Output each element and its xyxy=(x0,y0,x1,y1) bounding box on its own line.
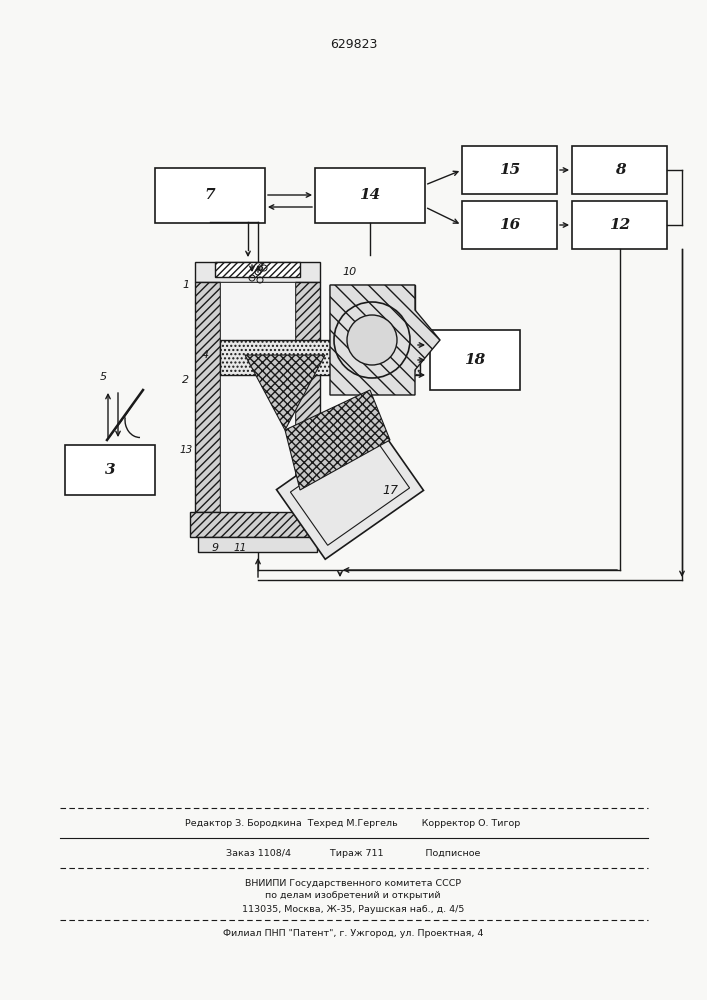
Bar xyxy=(330,285,415,345)
Text: 12: 12 xyxy=(609,218,631,232)
Bar xyxy=(215,262,300,277)
Text: 1: 1 xyxy=(182,280,189,290)
Text: 8: 8 xyxy=(614,163,625,177)
Text: 629823: 629823 xyxy=(330,38,378,51)
Text: 7: 7 xyxy=(205,188,216,202)
Bar xyxy=(220,282,295,512)
Text: 17: 17 xyxy=(382,484,398,496)
Text: 15: 15 xyxy=(499,163,520,177)
Text: 11: 11 xyxy=(233,543,247,553)
Polygon shape xyxy=(330,285,440,395)
Text: 10: 10 xyxy=(343,267,357,277)
Bar xyxy=(220,340,420,375)
Text: 6: 6 xyxy=(257,263,264,273)
Bar xyxy=(195,262,320,282)
Text: 5: 5 xyxy=(100,372,107,382)
Bar xyxy=(155,167,265,223)
Text: ВНИИПИ Государственного комитета СССР: ВНИИПИ Государственного комитета СССР xyxy=(245,879,461,888)
Text: 113035, Москва, Ж-35, Раушская наб., д. 4/5: 113035, Москва, Ж-35, Раушская наб., д. … xyxy=(242,904,464,914)
Text: 16: 16 xyxy=(499,218,520,232)
Text: 13: 13 xyxy=(180,445,192,455)
Text: 9: 9 xyxy=(211,543,218,553)
Text: 4: 4 xyxy=(201,350,209,360)
Bar xyxy=(315,167,425,223)
Text: 2: 2 xyxy=(182,375,189,385)
Bar xyxy=(573,201,667,249)
Bar xyxy=(198,537,317,552)
Text: по делам изобретений и открытий: по делам изобретений и открытий xyxy=(265,892,440,900)
Bar xyxy=(462,201,558,249)
Bar xyxy=(462,146,558,194)
Bar xyxy=(430,330,520,390)
Bar xyxy=(195,282,220,512)
Text: Филиал ПНП "Патент", г. Ужгород, ул. Проектная, 4: Филиал ПНП "Патент", г. Ужгород, ул. Про… xyxy=(223,928,483,938)
Text: Редактор З. Бородкина  Техред М.Гергель        Корректор О. Тигор: Редактор З. Бородкина Техред М.Гергель К… xyxy=(185,818,520,828)
Text: Заказ 1108/4             Тираж 711              Подписное: Заказ 1108/4 Тираж 711 Подписное xyxy=(226,848,480,857)
Polygon shape xyxy=(276,421,423,559)
Text: 14: 14 xyxy=(359,188,380,202)
Text: 3: 3 xyxy=(105,463,115,477)
Circle shape xyxy=(347,315,397,365)
Bar xyxy=(573,146,667,194)
Polygon shape xyxy=(285,390,390,490)
Text: 18: 18 xyxy=(464,353,486,367)
Bar xyxy=(65,445,155,495)
Bar xyxy=(190,512,325,537)
Polygon shape xyxy=(245,355,325,430)
Bar xyxy=(295,282,320,512)
